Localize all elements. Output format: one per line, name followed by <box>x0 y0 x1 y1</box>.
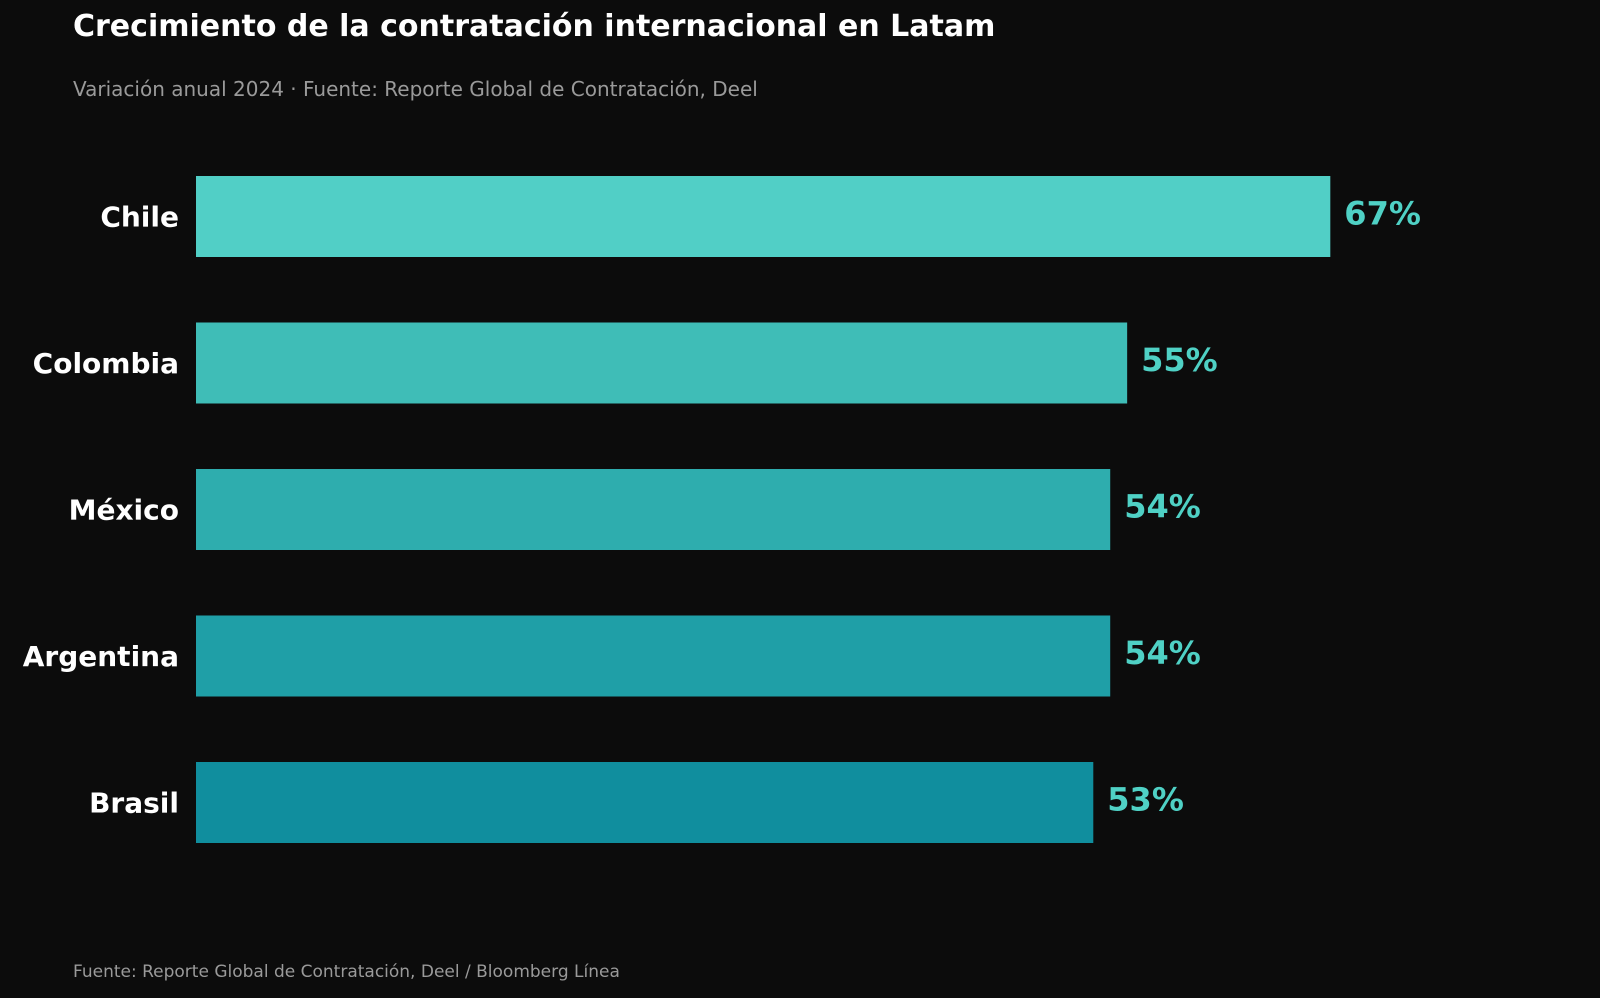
value-label: 54% <box>1124 488 1201 526</box>
category-label: México <box>69 494 179 527</box>
bar-brasil <box>196 762 1094 843</box>
category-label: Chile <box>100 201 179 234</box>
category-label: Brasil <box>89 787 179 820</box>
chart-subtitle: Variación anual 2024 · Fuente: Reporte G… <box>73 77 758 101</box>
category-label: Colombia <box>33 347 179 380</box>
value-label: 53% <box>1107 781 1184 819</box>
bar-colombia <box>196 322 1128 404</box>
bar-mexico <box>196 469 1111 550</box>
bar-argentina <box>196 615 1111 697</box>
value-label: 54% <box>1124 634 1201 672</box>
plot-area: Chile 67% Colombia 55% México 54% Argentina 54%… <box>23 176 1421 843</box>
bar-chile <box>196 176 1331 257</box>
chart-title: Crecimiento de la contratación internaci… <box>73 9 996 44</box>
value-label: 55% <box>1141 341 1218 379</box>
value-label: 67% <box>1344 195 1421 233</box>
source-footnote: Fuente: Reporte Global de Contratación, … <box>73 962 620 982</box>
category-label: Argentina <box>23 640 179 673</box>
